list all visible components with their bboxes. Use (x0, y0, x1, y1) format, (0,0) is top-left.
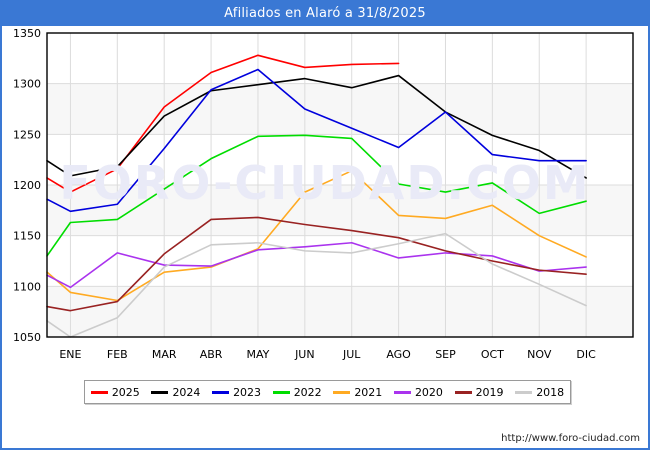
y-tick-label: 1050 (13, 331, 41, 344)
plot-band (47, 185, 633, 236)
legend-item-2018[interactable]: 2018 (515, 386, 564, 399)
y-tick-label: 1100 (13, 280, 41, 293)
legend-label: 2021 (354, 385, 383, 399)
chart-legend: 2025 2024 2023 2022 2021 2020 2019 2018 (84, 380, 571, 404)
series-line-2019 (46, 216, 587, 312)
source-url: http://www.foro-ciudad.com (501, 433, 640, 444)
series-line-2023 (46, 68, 587, 213)
legend-swatch-icon (212, 390, 230, 394)
y-tick-label: 1300 (13, 78, 41, 91)
y-tick-label: 1350 (13, 27, 41, 40)
legend-swatch-icon (151, 390, 169, 394)
plot-frame (46, 32, 634, 338)
x-tick-label-FEB: FEB (107, 348, 128, 361)
page-title: Afiliados en Alaró a 31/8/2025 (224, 6, 426, 21)
legend-item-2024[interactable]: 2024 (151, 386, 200, 399)
y-tick-label: 1150 (13, 230, 41, 243)
legend-swatch-icon (515, 390, 533, 394)
y-tick-label: 1200 (13, 179, 41, 192)
plot-band (47, 83, 633, 135)
legend-label: 2020 (414, 385, 443, 399)
legend-item-2019[interactable]: 2019 (454, 385, 504, 399)
legend-label: 2025 (111, 385, 140, 399)
x-tick-label-JUL: JUL (342, 348, 361, 361)
x-tick-label-ABR: ABR (200, 348, 223, 361)
plot-band (47, 286, 633, 337)
legend-label: 2018 (536, 385, 565, 399)
legend-item-2020[interactable]: 2020 (393, 385, 443, 399)
legend-swatch-icon (333, 390, 351, 394)
series-line-2018 (46, 232, 587, 338)
x-tick-label-MAY: MAY (247, 348, 270, 361)
legend-item-2021[interactable]: 2021 (333, 386, 382, 399)
x-tick-label-DIC: DIC (576, 348, 596, 361)
legend-swatch-icon (272, 390, 290, 394)
x-tick-label-SEP: SEP (435, 348, 456, 361)
series-line-2024 (46, 74, 587, 179)
window-title-bar: Afiliados en Alaró a 31/8/2025 (2, 2, 648, 26)
series-line-2020 (46, 241, 587, 289)
series-line-2025 (46, 54, 400, 193)
legend-item-2025[interactable]: 2025 (90, 385, 140, 399)
line-chart-svg: 1050 1100 1150 1200 1250 1300 1350 ENE FEB MAR ABR… (13, 27, 634, 361)
legend-item-2023[interactable]: 2023 (212, 386, 261, 399)
legend-swatch-icon (90, 390, 108, 394)
legend-label: 2024 (172, 385, 201, 399)
legend-item-2022[interactable]: 2022 (272, 385, 322, 399)
x-tick-label-NOV: NOV (527, 348, 552, 361)
x-tick-label-MAR: MAR (152, 348, 177, 361)
legend-label: 2019 (475, 385, 504, 399)
y-tick-label: 1250 (13, 128, 41, 141)
legend-label: 2023 (233, 385, 262, 399)
x-tick-label-JUN: JUN (294, 348, 315, 361)
x-tick-label-OCT: OCT (481, 348, 504, 361)
legend-swatch-icon (393, 390, 411, 394)
series-line-2022 (46, 134, 587, 257)
x-tick-label-ENE: ENE (59, 348, 81, 361)
x-tick-label-AGO: AGO (386, 348, 411, 361)
legend-label: 2022 (293, 385, 322, 399)
legend-swatch-icon (454, 390, 472, 394)
chart-area: 1050 1100 1150 1200 1250 1300 1350 ENE FEB MAR ABR… (2, 26, 648, 374)
